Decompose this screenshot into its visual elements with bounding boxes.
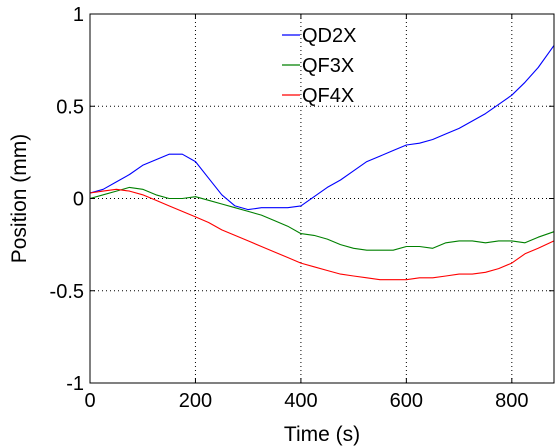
axis-ticks: 0 200 400 600 800 -1 -0.5 0 0.5 1 [50,4,554,412]
y-tick-label: 0.5 [56,96,84,118]
series-line-qf4x [89,188,555,281]
legend-label: QF4X [302,85,354,107]
x-axis-label: Time (s) [284,423,360,446]
series-line-qd2x [89,45,555,211]
legend-label: QD2X [302,25,356,47]
legend-label: QF3X [302,55,354,77]
y-tick-label: 0 [73,189,84,211]
x-tick-label: 600 [390,390,423,412]
series-lines [89,45,555,281]
y-tick-label: 1 [73,4,84,26]
x-tick-label: 800 [495,390,528,412]
x-tick-label: 0 [84,390,95,412]
y-tick-label: -1 [66,373,84,395]
legend: QD2X QF3X QF4X [282,25,356,107]
x-tick-label: 400 [284,390,317,412]
y-axis-label: Position (mm) [8,134,31,264]
y-tick-label: -0.5 [50,281,84,303]
x-tick-label: 200 [179,390,212,412]
series-line-qf3x [89,186,555,251]
